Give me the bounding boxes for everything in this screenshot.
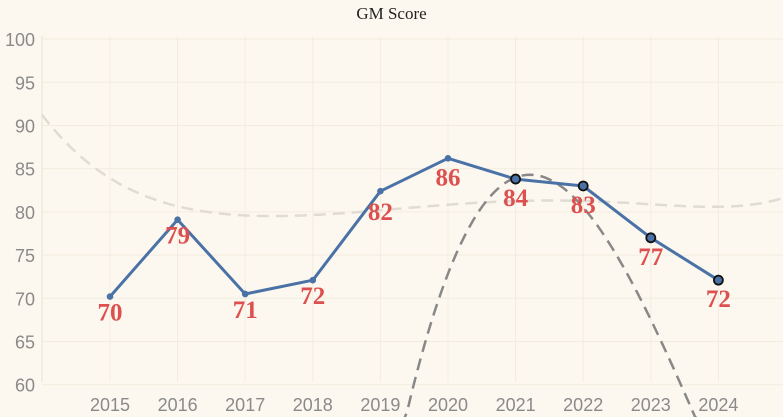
x-tick-label: 2023	[631, 395, 671, 415]
x-tick-label: 2015	[90, 395, 130, 415]
y-tick-label: 60	[15, 376, 35, 396]
data-label: 86	[436, 164, 461, 191]
data-point	[444, 155, 452, 162]
y-tick-label: 70	[15, 289, 35, 309]
series-line	[108, 156, 720, 298]
trend-line-dark	[403, 173, 698, 417]
data-point	[106, 293, 114, 300]
x-tick-label: 2016	[158, 395, 198, 415]
data-label: 70	[98, 300, 123, 327]
y-tick-label: 85	[15, 160, 35, 180]
data-label: 72	[706, 286, 731, 313]
y-tick-label: 65	[15, 333, 35, 353]
data-label: 71	[233, 297, 258, 324]
data-point	[309, 276, 317, 284]
x-tick-label: 2021	[496, 395, 536, 415]
data-label: 84	[503, 185, 529, 212]
data-point	[510, 173, 521, 185]
data-point	[577, 180, 589, 192]
data-point	[645, 232, 657, 244]
data-label: 83	[571, 192, 596, 219]
y-tick-label: 95	[15, 73, 35, 93]
y-tick-label: 80	[15, 203, 35, 223]
data-label: 77	[638, 244, 663, 271]
x-tick-label: 2022	[563, 395, 603, 415]
data-point	[174, 216, 181, 223]
y-tick-label: 100	[5, 30, 35, 50]
y-tick-label: 75	[15, 246, 35, 266]
x-tick-label: 2017	[225, 395, 265, 415]
x-tick-label: 2019	[360, 395, 400, 415]
x-tick-label: 2020	[428, 395, 468, 415]
data-label: 72	[300, 283, 325, 310]
y-tick-label: 90	[15, 117, 35, 137]
data-label: 79	[165, 223, 190, 250]
data-point	[713, 274, 724, 286]
x-tick-label: 2024	[698, 395, 738, 415]
data-label: 82	[368, 199, 393, 226]
data-point	[241, 290, 249, 298]
trend-line-light	[41, 113, 783, 218]
data-point	[377, 187, 384, 195]
chart-title: GM Score	[356, 4, 427, 23]
x-tick-label: 2018	[293, 395, 333, 415]
